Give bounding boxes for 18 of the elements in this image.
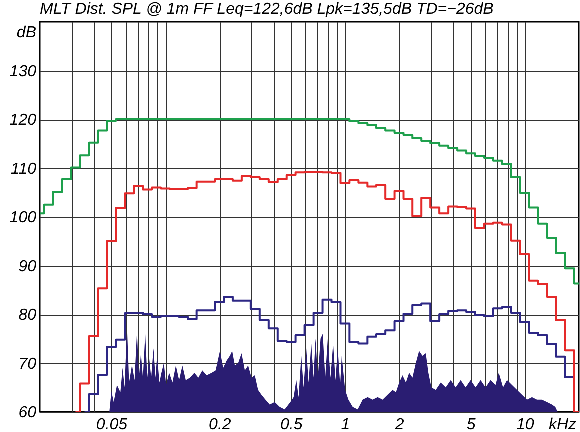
y-tick-label: 130: [10, 63, 37, 80]
y-tick-label: 60: [18, 404, 37, 422]
y-tick-label: 80: [18, 307, 37, 324]
chart-title: MLT Dist. SPL @ 1m FF Leq=122,6dB Lpk=135,5dB TD=−26dB: [40, 1, 494, 18]
y-tick-label: 90: [18, 258, 37, 276]
x-tick-label: 0.05: [96, 416, 128, 432]
y-tick-label: 100: [10, 210, 37, 226]
x-tick-label: 10: [516, 416, 534, 432]
x-tick-label: 2: [394, 416, 404, 432]
x-tick-label: 1: [341, 416, 350, 432]
x-tick-label: 0.2: [209, 416, 232, 432]
y-axis-title: dB: [16, 24, 37, 42]
x-axis-title: kHz: [548, 416, 576, 432]
x-tick-label: 5: [466, 416, 476, 432]
y-tick-label: 120: [10, 112, 37, 129]
y-tick-label: 110: [10, 160, 37, 178]
y-tick-label: 70: [18, 356, 37, 373]
x-tick-label: 0.5: [280, 416, 303, 432]
